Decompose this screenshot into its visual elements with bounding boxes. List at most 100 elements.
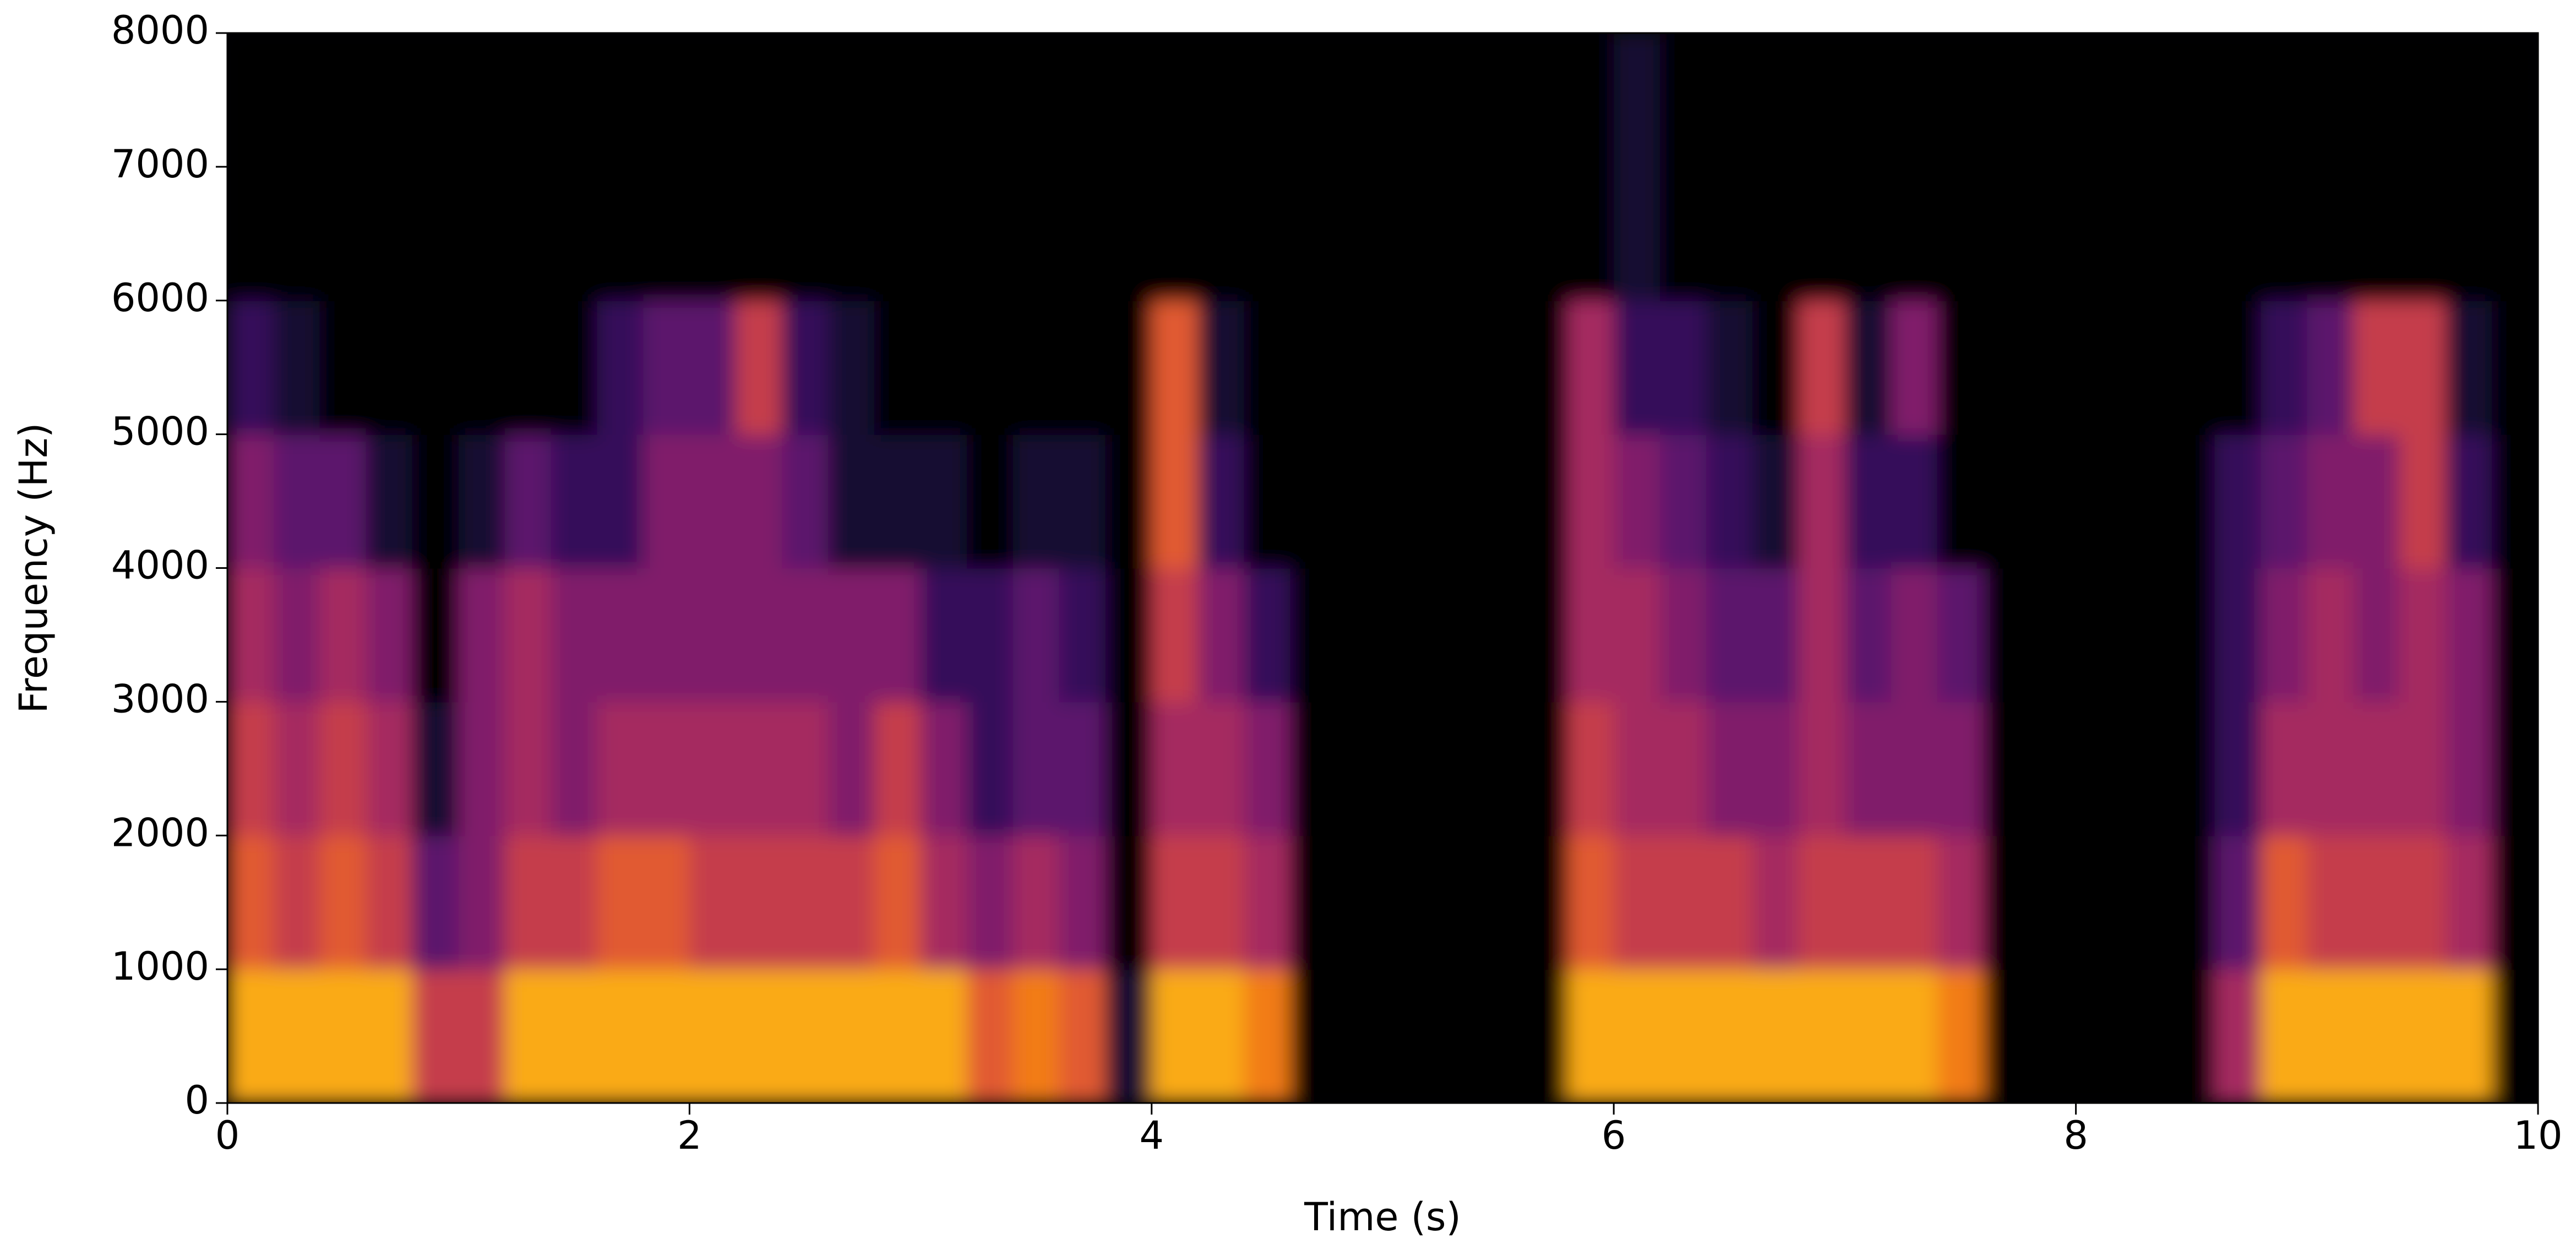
spectrogram-cell bbox=[458, 300, 505, 435]
spectrogram-cell bbox=[1521, 835, 1569, 970]
spectrogram-cell bbox=[1382, 166, 1430, 301]
spectrogram-cell bbox=[1660, 702, 1707, 836]
spectrogram-cell bbox=[1197, 568, 1245, 703]
spectrogram-cell bbox=[1290, 568, 1337, 703]
spectrogram-cell bbox=[1983, 300, 2030, 435]
spectrogram-cell bbox=[1429, 166, 1476, 301]
spectrogram-cell bbox=[921, 969, 968, 1103]
spectrogram-cell bbox=[921, 300, 968, 435]
spectrogram-cell bbox=[2122, 33, 2169, 167]
spectrogram-cell bbox=[1660, 434, 1707, 569]
spectrogram-cell bbox=[1290, 33, 1337, 167]
spectrogram-cell bbox=[2446, 300, 2493, 435]
spectrogram-cell bbox=[504, 434, 552, 569]
spectrogram-cell bbox=[2261, 300, 2308, 435]
spectrogram-cell bbox=[597, 568, 644, 703]
spectrogram-cell bbox=[921, 568, 968, 703]
spectrogram-cell bbox=[2076, 434, 2123, 569]
spectrogram-cell bbox=[2168, 300, 2215, 435]
spectrogram-cell bbox=[1983, 969, 2030, 1103]
spectrogram-cell bbox=[736, 166, 783, 301]
spectrogram-cell bbox=[921, 33, 968, 167]
spectrogram-cell bbox=[1521, 33, 1569, 167]
spectrogram-cell bbox=[1244, 434, 1291, 569]
spectrogram-cell bbox=[366, 434, 413, 569]
spectrogram-cell bbox=[1844, 300, 1892, 435]
spectrogram-cell bbox=[874, 568, 922, 703]
spectrogram-cell bbox=[1197, 166, 1245, 301]
spectrogram-cell bbox=[1475, 434, 1522, 569]
spectrogram-cell bbox=[2168, 568, 2215, 703]
spectrogram-cell bbox=[2492, 969, 2538, 1103]
spectrogram-cell bbox=[2214, 166, 2262, 301]
spectrogram-cell bbox=[1983, 702, 2030, 836]
spectrogram-cell bbox=[1290, 969, 1337, 1103]
spectrogram-cell bbox=[1197, 969, 1245, 1103]
spectrogram-cell bbox=[1567, 166, 1615, 301]
spectrogram-cell bbox=[2029, 166, 2077, 301]
spectrogram-cell bbox=[1798, 702, 1845, 836]
x-tick-label: 8 bbox=[2063, 1113, 2088, 1158]
spectrogram-cell bbox=[597, 166, 644, 301]
spectrogram-cell bbox=[967, 166, 1014, 301]
spectrogram-cell bbox=[2076, 969, 2123, 1103]
spectrogram-cell bbox=[597, 835, 644, 970]
spectrogram-cell bbox=[689, 969, 737, 1103]
spectrogram-cell bbox=[319, 969, 367, 1103]
spectrogram-cell bbox=[1105, 434, 1152, 569]
spectrogram-cell bbox=[1244, 33, 1291, 167]
spectrogram-cell bbox=[1614, 166, 1661, 301]
spectrogram-cell bbox=[1290, 300, 1337, 435]
spectrogram-cell bbox=[782, 568, 829, 703]
spectrogram-cell bbox=[1706, 568, 1753, 703]
spectrogram-cell bbox=[1105, 969, 1152, 1103]
spectrogram-cell bbox=[2492, 835, 2538, 970]
spectrogram-cell bbox=[967, 969, 1014, 1103]
spectrogram-cell bbox=[1244, 835, 1291, 970]
spectrogram-cell bbox=[2029, 33, 2077, 167]
spectrogram-cell bbox=[1012, 434, 1060, 569]
spectrogram-cell bbox=[1521, 434, 1569, 569]
spectrogram-cell bbox=[874, 835, 922, 970]
spectrogram-cell bbox=[2214, 434, 2262, 569]
spectrogram-cell bbox=[2261, 702, 2308, 836]
spectrogram-cell bbox=[921, 434, 968, 569]
spectrogram-cell bbox=[2492, 568, 2538, 703]
spectrogram-cell bbox=[504, 969, 552, 1103]
x-tick-label: 0 bbox=[215, 1113, 240, 1158]
y-tick-label: 2000 bbox=[111, 810, 209, 855]
spectrogram-cell bbox=[643, 300, 690, 435]
spectrogram-cell bbox=[967, 300, 1014, 435]
spectrogram-cell bbox=[828, 300, 875, 435]
spectrogram-cell bbox=[1105, 568, 1152, 703]
spectrogram-cell bbox=[1012, 835, 1060, 970]
spectrogram-cell bbox=[2076, 300, 2123, 435]
spectrogram-cell bbox=[1059, 300, 1106, 435]
spectrogram-cell bbox=[2214, 969, 2262, 1103]
spectrogram-cell bbox=[1105, 300, 1152, 435]
spectrogram-cell bbox=[1937, 835, 1984, 970]
spectrogram-cell bbox=[1798, 434, 1845, 569]
spectrogram-cell bbox=[2353, 835, 2400, 970]
spectrogram-cell bbox=[412, 568, 459, 703]
spectrogram-cell bbox=[2029, 835, 2077, 970]
spectrogram-cell bbox=[366, 702, 413, 836]
spectrogram-cell bbox=[1983, 434, 2030, 569]
spectrogram-cell bbox=[1336, 835, 1384, 970]
spectrogram-cell bbox=[597, 300, 644, 435]
spectrogram-cell bbox=[782, 702, 829, 836]
spectrogram-cell bbox=[1937, 166, 1984, 301]
spectrogram-cell bbox=[2492, 702, 2538, 836]
spectrogram-cell bbox=[1336, 33, 1384, 167]
spectrogram-cell bbox=[1614, 300, 1661, 435]
spectrogram-cell bbox=[1475, 568, 1522, 703]
spectrogram-cell bbox=[1844, 33, 1892, 167]
spectrogram-cell bbox=[1798, 300, 1845, 435]
spectrogram-cell bbox=[689, 166, 737, 301]
spectrogram-cell bbox=[1012, 166, 1060, 301]
spectrogram-cell bbox=[1983, 568, 2030, 703]
spectrogram-cell bbox=[1891, 434, 1938, 569]
spectrogram-cell bbox=[782, 969, 829, 1103]
y-tick-label: 1000 bbox=[111, 944, 209, 989]
spectrogram-cell bbox=[921, 702, 968, 836]
